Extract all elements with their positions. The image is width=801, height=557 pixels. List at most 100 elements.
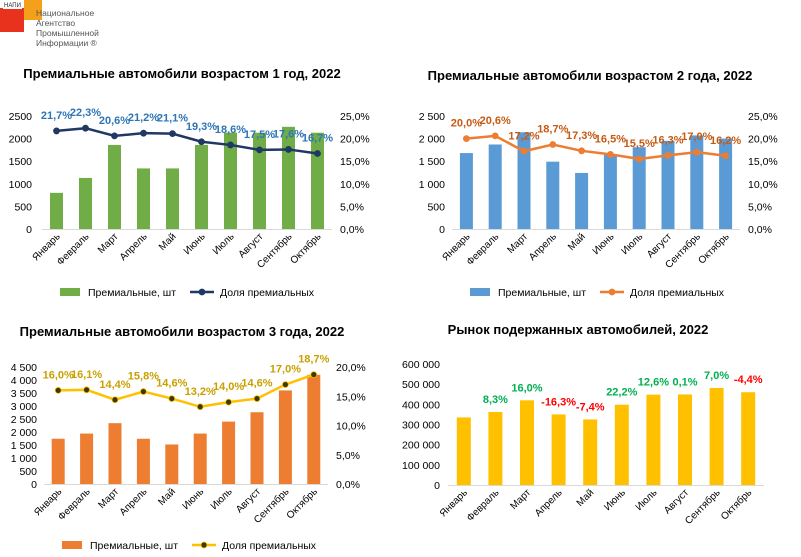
line-marker bbox=[285, 146, 292, 153]
bar-data-label: -7,4% bbox=[576, 401, 605, 413]
bar-data-label: 22,2% bbox=[606, 387, 637, 399]
left-axis-tick-label: 0 bbox=[434, 480, 440, 492]
line-marker bbox=[82, 124, 89, 132]
line-data-label: 22,3% bbox=[70, 107, 101, 119]
left-axis-tick-label: 300 000 bbox=[402, 420, 440, 432]
line-marker bbox=[520, 147, 528, 155]
left-axis-tick-label: 2 500 bbox=[11, 414, 37, 426]
category-label: Март bbox=[96, 231, 121, 256]
line-data-label: 18,7% bbox=[298, 354, 329, 366]
bar bbox=[282, 126, 295, 229]
left-axis-tick-label: 600 000 bbox=[402, 359, 440, 371]
right-axis-tick-label: 10,0% bbox=[336, 421, 366, 433]
line-marker bbox=[693, 148, 701, 156]
chart-c1: Премиальные автомобили возрастом 1 год, … bbox=[9, 66, 370, 299]
line-marker bbox=[111, 132, 118, 140]
legend-bar-swatch bbox=[60, 288, 80, 296]
legend-line-label: Доля премиальных bbox=[222, 540, 317, 552]
logo-line-4: Информации ® bbox=[36, 38, 97, 48]
left-axis-tick-label: 1 000 bbox=[419, 179, 445, 191]
line-data-label: 15,5% bbox=[624, 138, 655, 150]
left-axis-tick-label: 2 000 bbox=[419, 134, 445, 146]
bar bbox=[603, 154, 617, 229]
line-marker bbox=[635, 155, 643, 163]
category-label: Май bbox=[156, 486, 178, 508]
left-axis-tick-label: 2500 bbox=[9, 111, 33, 123]
bar bbox=[632, 147, 646, 229]
legend-line-label: Доля премиальных bbox=[630, 287, 725, 299]
line-data-label: 14,6% bbox=[241, 378, 272, 390]
bar bbox=[165, 444, 179, 484]
logo-red-square bbox=[0, 8, 24, 32]
right-axis-tick-label: 10,0% bbox=[748, 179, 778, 191]
line-marker bbox=[198, 138, 205, 146]
line-marker bbox=[462, 135, 470, 143]
left-axis-tick-label: 1000 bbox=[9, 179, 33, 191]
bar bbox=[646, 394, 661, 485]
category-label: Январь bbox=[438, 487, 470, 519]
chart-c2: Премиальные автомобили возрастом 2 года,… bbox=[419, 68, 778, 299]
left-axis-tick-label: 0 bbox=[31, 479, 37, 491]
logo-orange-square bbox=[24, 0, 42, 20]
right-axis-tick-label: 25,0% bbox=[340, 111, 370, 123]
line-marker bbox=[281, 381, 289, 388]
left-axis-tick-label: 2 000 bbox=[11, 427, 37, 439]
category-label: Февраль bbox=[55, 231, 92, 268]
category-label: Май bbox=[575, 487, 597, 509]
line-data-label: 17,3% bbox=[566, 130, 597, 142]
left-axis-tick-label: 4 500 bbox=[11, 362, 37, 374]
right-axis-tick-label: 15,0% bbox=[340, 156, 370, 168]
category-label: Март bbox=[508, 487, 533, 512]
line-data-label: 17,0% bbox=[681, 131, 712, 143]
bar bbox=[741, 392, 756, 485]
left-axis-tick-label: 500 bbox=[427, 201, 445, 213]
line-data-label: 20,6% bbox=[480, 115, 511, 127]
line-marker bbox=[196, 403, 204, 411]
bar bbox=[488, 144, 502, 229]
napi-logo: НАПИ Национальное Агентство Промышленной… bbox=[0, 0, 130, 56]
right-axis-tick-label: 5,0% bbox=[748, 201, 772, 213]
bar-data-label: 16,0% bbox=[511, 382, 542, 394]
right-axis-tick-label: 25,0% bbox=[748, 111, 778, 123]
category-label: Октябрь bbox=[718, 487, 754, 523]
bar bbox=[488, 411, 503, 485]
bar bbox=[166, 168, 179, 229]
bar-data-label: -16,3% bbox=[541, 396, 576, 408]
chart-title: Рынок подержанных автомобилей, 2022 bbox=[448, 322, 709, 337]
category-label: Апрель bbox=[533, 487, 565, 519]
line-data-label: 16,0% bbox=[43, 369, 74, 381]
category-label: Август bbox=[662, 487, 691, 516]
line-data-label: 17,2% bbox=[508, 130, 539, 142]
line-marker bbox=[607, 151, 614, 158]
left-axis-tick-label: 1 500 bbox=[11, 440, 37, 452]
bar-data-label: 12,6% bbox=[638, 377, 669, 389]
legend-bar-swatch bbox=[62, 541, 82, 549]
line-data-label: 21,2% bbox=[128, 112, 159, 124]
bar bbox=[719, 138, 733, 229]
line-data-label: 18,7% bbox=[537, 123, 568, 135]
chart-title: Премиальные автомобили возрастом 2 года,… bbox=[428, 68, 753, 83]
category-label: Апрель bbox=[118, 231, 150, 263]
category-label: Май bbox=[157, 231, 179, 253]
legend-line-label: Доля премиальных bbox=[220, 287, 315, 299]
line-marker bbox=[53, 127, 60, 135]
category-label: Март bbox=[96, 486, 121, 511]
line-data-label: 21,7% bbox=[41, 110, 72, 122]
line-data-label: 18,6% bbox=[215, 124, 246, 136]
bar bbox=[222, 421, 236, 484]
chart-title: Премиальные автомобили возрастом 1 год, … bbox=[23, 66, 340, 81]
left-axis-tick-label: 100 000 bbox=[402, 460, 440, 472]
line-data-label: 17,0% bbox=[270, 364, 301, 376]
right-axis-tick-label: 15,0% bbox=[336, 391, 366, 403]
bar bbox=[278, 390, 292, 484]
bar bbox=[224, 132, 237, 229]
line-marker bbox=[256, 146, 263, 154]
category-label: Апрель bbox=[118, 486, 150, 518]
legend-bar-label: Премиальные, шт bbox=[498, 287, 586, 299]
line-data-label: 17,5% bbox=[244, 129, 275, 141]
line-data-label: 21,1% bbox=[157, 113, 188, 125]
right-axis-tick-label: 15,0% bbox=[748, 156, 778, 168]
bar-data-label: 8,3% bbox=[483, 394, 508, 406]
bar bbox=[546, 161, 560, 229]
